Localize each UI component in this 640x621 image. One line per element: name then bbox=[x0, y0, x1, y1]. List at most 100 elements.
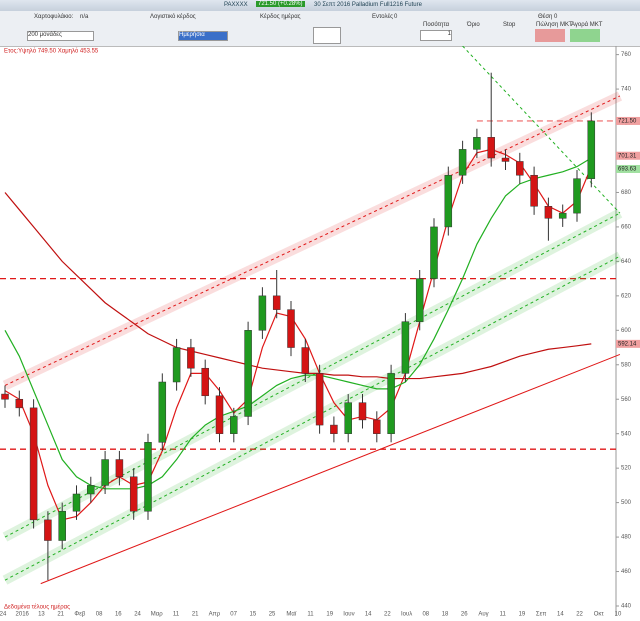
x-tick-label: 08 bbox=[96, 612, 103, 618]
label: Λογιστικό κέρδος bbox=[150, 14, 196, 20]
candle-body bbox=[444, 174, 453, 228]
x-tick-label: Αυγ bbox=[478, 612, 488, 618]
candle-body bbox=[144, 442, 152, 512]
candle-body bbox=[344, 402, 352, 434]
x-tick-label: 13 bbox=[38, 612, 45, 618]
y-tick-label: 440 bbox=[621, 604, 632, 610]
candle-body bbox=[129, 476, 138, 512]
candle-body bbox=[587, 120, 596, 179]
y-tick-label: 580 bbox=[621, 362, 632, 368]
x-tick-label: 22 bbox=[384, 612, 391, 618]
x-tick-label: Ιουλ bbox=[401, 612, 412, 618]
price-tag bbox=[616, 339, 640, 348]
quantity-input[interactable]: 1 bbox=[420, 30, 452, 41]
y-tick-label: 540 bbox=[621, 431, 632, 437]
x-tick-label: 11 bbox=[173, 612, 180, 618]
moving-average bbox=[4, 157, 592, 490]
y-tick-label: 460 bbox=[621, 569, 632, 575]
y-tick-label: 620 bbox=[621, 293, 632, 299]
candle-body bbox=[115, 459, 124, 478]
candle-body bbox=[258, 295, 267, 331]
x-tick-label: 19 bbox=[326, 612, 333, 618]
price-tag-label: 693.63 bbox=[618, 167, 637, 173]
label: Θέση bbox=[538, 14, 553, 20]
y-tick-label: 640 bbox=[621, 259, 632, 265]
candle-body bbox=[301, 347, 310, 374]
buy-button[interactable] bbox=[570, 29, 600, 42]
candle-body bbox=[387, 373, 395, 434]
y-tick-label: 660 bbox=[621, 225, 632, 231]
y-tick-label: 600 bbox=[621, 328, 632, 334]
x-tick-label: Μαρ bbox=[151, 612, 163, 618]
candle-body bbox=[544, 205, 553, 219]
y-tick-label: 560 bbox=[621, 397, 632, 403]
label: Αγορά MKT bbox=[571, 22, 603, 28]
x-tick-label: 22 bbox=[576, 612, 583, 618]
candle-body bbox=[330, 424, 338, 434]
period-select[interactable]: Ημερήσια bbox=[178, 31, 228, 41]
x-tick-label: 24 bbox=[134, 612, 141, 618]
footer: Δεδομένα τέλους ημέρας bbox=[4, 604, 70, 611]
x-tick-label: 18 bbox=[442, 612, 449, 618]
candle-body bbox=[401, 321, 410, 374]
x-tick-label: 07 bbox=[230, 612, 237, 618]
x-tick-label: 25 bbox=[269, 612, 276, 618]
label: Κέρδος ημέρας bbox=[260, 14, 301, 20]
x-tick-label: 21 bbox=[57, 612, 64, 618]
annotation: Ετος:Υψηλό 749.50 Χαμηλό 453.55 bbox=[4, 48, 99, 55]
label: Πώληση MKT bbox=[536, 22, 573, 28]
x-tick-label: Απρ bbox=[209, 612, 221, 618]
y-tick-label: 480 bbox=[621, 535, 632, 541]
x-tick-label: 14 bbox=[365, 612, 372, 618]
candle-body bbox=[87, 485, 95, 495]
value: n/a bbox=[80, 14, 89, 20]
candle-body bbox=[58, 510, 66, 541]
label: Όριο bbox=[467, 22, 480, 28]
x-tick-label: Σεπ bbox=[536, 612, 547, 618]
candle-body bbox=[573, 178, 581, 214]
price-tag bbox=[616, 116, 640, 125]
x-tick-label: 16 bbox=[115, 612, 122, 618]
label: Ποσότητα bbox=[423, 22, 450, 28]
price-tag bbox=[616, 164, 640, 173]
x-tick-label: 11 bbox=[307, 612, 314, 618]
candle-body bbox=[415, 278, 424, 322]
moving-average bbox=[4, 148, 592, 521]
price-tag-label: 592.14 bbox=[618, 341, 637, 347]
y-tick-label: 740 bbox=[621, 87, 632, 93]
x-tick-label: 19 bbox=[519, 612, 526, 618]
candle-body bbox=[315, 373, 324, 426]
trendline bbox=[462, 46, 621, 214]
candle-body bbox=[558, 212, 567, 219]
y-tick-label: 520 bbox=[621, 466, 632, 472]
candle-body bbox=[473, 137, 481, 150]
sell-button[interactable] bbox=[535, 29, 565, 42]
last-price: 721.50 (+0.28%) bbox=[256, 1, 305, 7]
candle-body bbox=[287, 309, 295, 348]
candle-body bbox=[215, 395, 224, 434]
chart-type-button[interactable] bbox=[313, 27, 341, 44]
y-tick-label: 760 bbox=[621, 52, 632, 58]
label: Χαρτοφυλάκιο: bbox=[34, 14, 74, 20]
candle-body bbox=[487, 137, 495, 159]
candle-body bbox=[501, 157, 510, 162]
value: 0 bbox=[554, 14, 558, 20]
x-tick-label: Μαϊ bbox=[286, 612, 296, 618]
candle-body bbox=[1, 393, 9, 400]
subtitle: 30 Σεπτ 2016 Palladium Full1216 Future bbox=[314, 2, 422, 8]
units-select[interactable]: 200 μονάδες bbox=[27, 31, 94, 41]
instrument: PAXXXX bbox=[224, 2, 248, 8]
x-tick-label: 26 bbox=[461, 612, 468, 618]
candle-body bbox=[530, 174, 538, 207]
candle-body bbox=[458, 149, 467, 176]
candle-body bbox=[272, 295, 281, 310]
x-tick-label: Οκτ bbox=[594, 612, 605, 618]
title-bar: PAXXXX 721.50 (+0.28%) 30 Σεπτ 2016 Pall… bbox=[0, 0, 640, 11]
x-tick-label: Ιουν bbox=[343, 612, 354, 618]
y-tick-label: 680 bbox=[621, 190, 632, 196]
trendline bbox=[40, 353, 621, 585]
x-tick-label: 08 bbox=[422, 612, 429, 618]
candle-body bbox=[44, 519, 52, 541]
candle-body bbox=[516, 161, 524, 176]
